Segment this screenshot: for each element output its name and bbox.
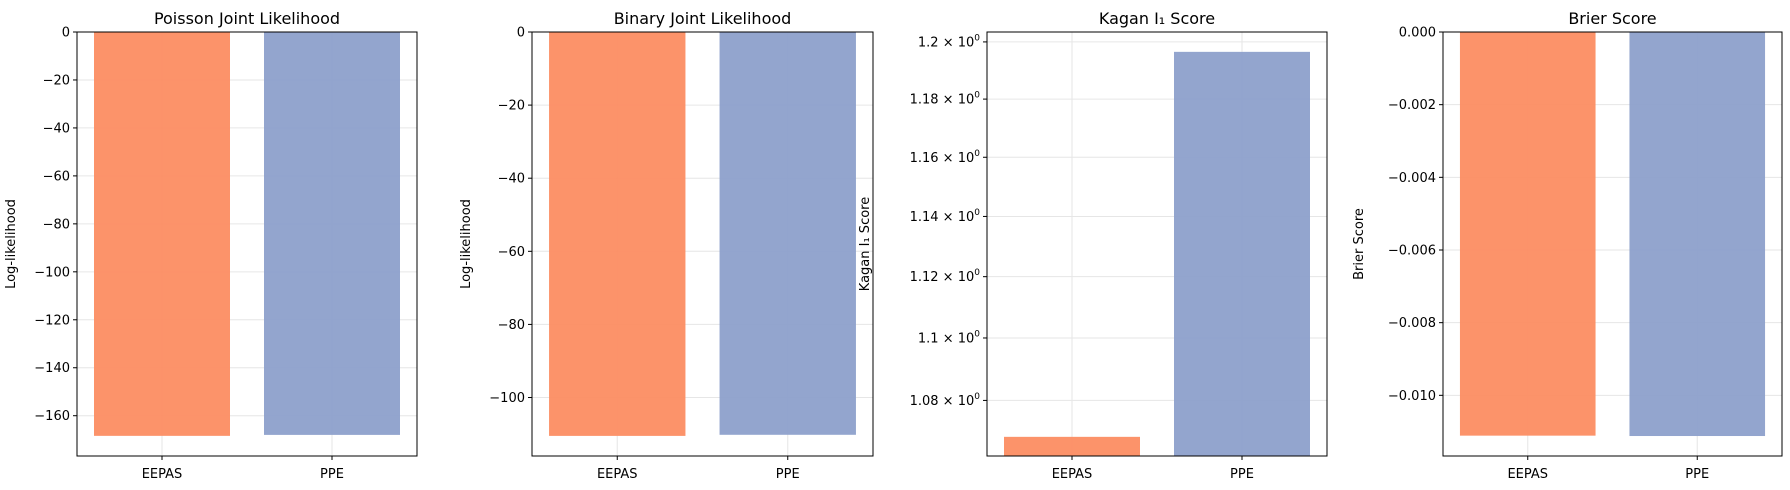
y-tick-label: 1.2 × 100 — [918, 33, 980, 50]
y-tick-label: −40 — [498, 172, 525, 187]
x-tick-label: EEPAS — [142, 467, 183, 482]
y-tick-label: 1.1 × 100 — [918, 329, 980, 346]
bar-ppe — [1174, 51, 1310, 456]
y-tick-label: −0.002 — [1388, 98, 1436, 113]
x-tick-label: EEPAS — [1052, 467, 1093, 482]
y-tick-label: 0 — [517, 26, 525, 41]
y-axis-label: Kagan I₁ Score — [858, 197, 873, 291]
y-tick-label: −80 — [43, 217, 70, 232]
y-tick-label: 1.14 × 100 — [910, 208, 981, 225]
y-tick-label: 1.08 × 100 — [910, 392, 981, 409]
y-tick-label: −20 — [43, 73, 70, 88]
y-tick-label: 1.18 × 100 — [910, 91, 981, 108]
y-tick-label: −40 — [43, 121, 70, 136]
y-tick-label: −100 — [34, 265, 70, 280]
y-tick-label: −60 — [43, 169, 70, 184]
y-tick-label: −20 — [498, 99, 525, 114]
y-axis-label: Log-likelihood — [4, 199, 19, 289]
x-tick-label: EEPAS — [597, 467, 638, 482]
axes-frame — [531, 31, 874, 457]
bar-ppe — [264, 32, 400, 435]
bar-ppe — [719, 32, 856, 435]
y-tick-label: 0 — [62, 26, 70, 41]
y-tick-label: −0.010 — [1388, 389, 1436, 404]
y-tick-label: −0.006 — [1388, 243, 1436, 258]
chart-title: Kagan I₁ Score — [1099, 9, 1215, 28]
bar-ppe — [1629, 32, 1766, 437]
x-tick-label: PPE — [776, 467, 800, 482]
bar-eepas — [1459, 32, 1596, 436]
chart-panel-3: 1.08 × 100 1.1 × 100 1.12 × 100 1.14 × 100 1… — [858, 9, 1328, 482]
x-tick-label: EEPAS — [1507, 467, 1548, 482]
bar-eepas — [549, 32, 686, 436]
y-tick-label: −0.008 — [1388, 316, 1436, 331]
chart-panel-4: 0.000 −0.002 −0.004 −0.006 −0.008 −0.010 EEPAS… — [1352, 9, 1783, 482]
chart-panel-2: 0 −20 −40 −60 −80 −100 EEPAS PPE Binary Joint Li… — [459, 9, 874, 482]
y-axis-label: Brier Score — [1352, 208, 1367, 280]
chart-title: Poisson Joint Likelihood — [154, 9, 340, 28]
y-tick-label: −0.004 — [1388, 171, 1436, 186]
y-tick-label: −160 — [34, 409, 70, 424]
y-tick-label: −120 — [34, 313, 70, 328]
x-tick-label: PPE — [320, 467, 344, 482]
x-tick-label: PPE — [1230, 467, 1254, 482]
y-axis-label: Log-likelihood — [459, 199, 474, 289]
axes-frame — [1442, 31, 1783, 457]
chart-title: Binary Joint Likelihood — [614, 9, 792, 28]
y-tick-label: 1.16 × 100 — [910, 149, 981, 166]
axes-frame — [76, 31, 418, 457]
y-tick-label: −60 — [498, 245, 525, 260]
y-tick-label: 1.12 × 100 — [910, 268, 981, 285]
y-tick-label: −80 — [498, 318, 525, 333]
axes-frame — [986, 31, 1328, 457]
y-tick-label: −140 — [34, 361, 70, 376]
x-tick-label: PPE — [1685, 467, 1709, 482]
chart-panel-1: 0 −20 −40 −60 −80 −100 −120 −140 −160 EEPAS PPE Poi… — [4, 9, 418, 482]
bar-eepas — [1004, 436, 1140, 456]
chart-title: Brier Score — [1568, 9, 1656, 28]
y-tick-label: 0.000 — [1399, 26, 1436, 41]
bar-eepas — [94, 32, 230, 436]
y-tick-label: −100 — [489, 391, 525, 406]
